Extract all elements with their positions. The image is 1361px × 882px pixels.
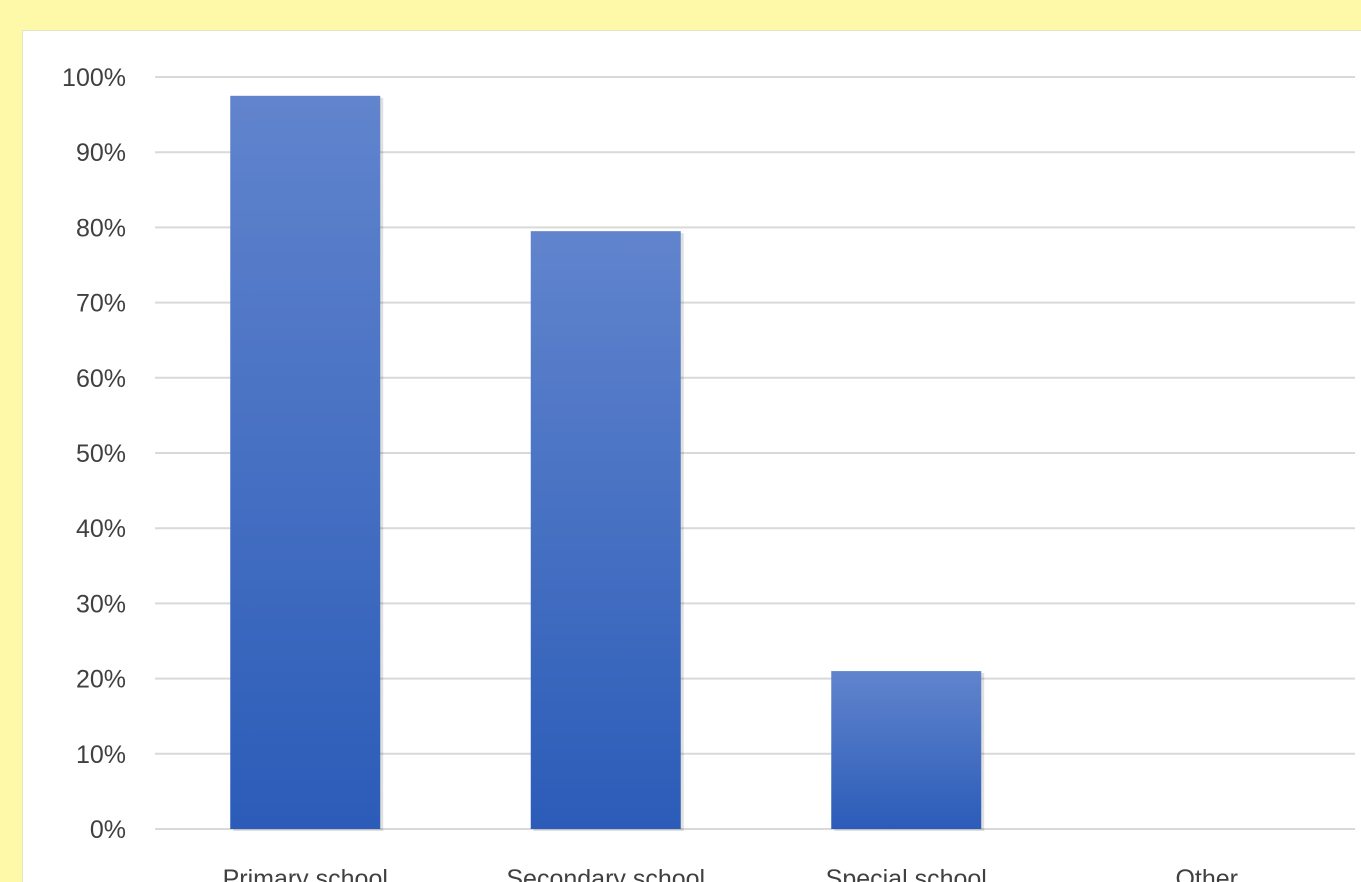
bar: [530, 231, 681, 829]
bar: [831, 671, 982, 829]
y-tick-label: 100%: [62, 64, 126, 92]
y-tick-label: 10%: [76, 741, 126, 769]
y-tick-label: 40%: [76, 515, 126, 543]
x-axis-category-labels: Primary school Secondary school Special sc…: [223, 865, 1238, 882]
x-category-label: Special school: [826, 865, 987, 882]
y-tick-label: 20%: [76, 666, 126, 694]
bar: [230, 95, 381, 830]
y-tick-label: 80%: [76, 214, 126, 242]
y-tick-label: 50%: [76, 440, 126, 468]
x-category-label: Other: [1175, 865, 1238, 882]
y-tick-label: 90%: [76, 139, 126, 167]
y-tick-label: 70%: [76, 290, 126, 318]
y-tick-label: 0%: [90, 816, 126, 844]
x-category-label: Secondary school: [506, 865, 705, 882]
bars: [230, 95, 985, 832]
x-category-label: Primary school: [223, 865, 388, 882]
y-tick-label: 60%: [76, 365, 126, 393]
y-axis-tick-labels: 0% 10% 20% 30% 40% 50% 60% 70% 80% 90% 100%: [62, 64, 126, 844]
y-tick-label: 30%: [76, 590, 126, 618]
